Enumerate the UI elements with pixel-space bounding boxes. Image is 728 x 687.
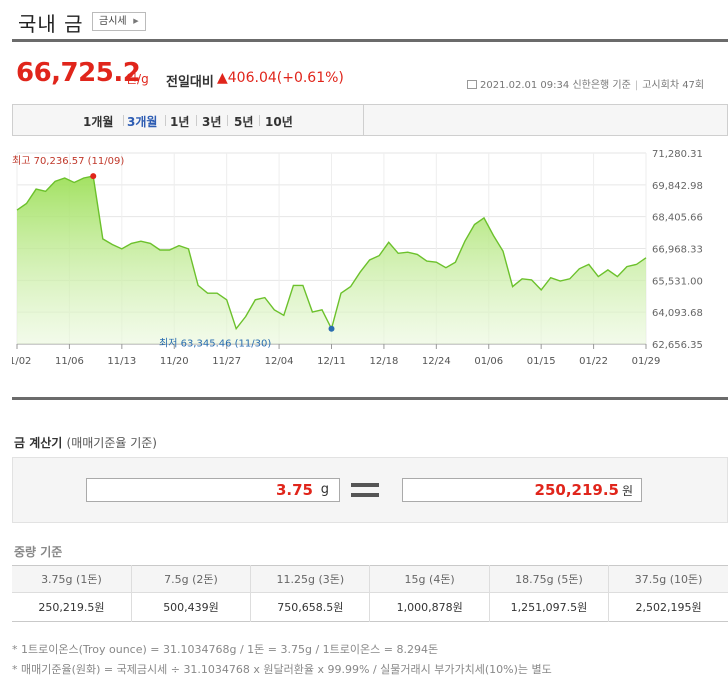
table-header-row: 3.75g (1돈) 7.5g (2돈) 11.25g (3돈) 15g (4돈… — [12, 565, 728, 593]
x-tick-label: 11/13 — [107, 356, 136, 367]
tab-separator — [123, 115, 124, 126]
tab-1year[interactable]: 1년 — [170, 115, 190, 129]
equals-icon — [351, 483, 379, 497]
x-tick-label: 12/24 — [422, 356, 451, 367]
max-label: 최고 70,236.57 (11/09) — [12, 155, 124, 167]
table-cell: 2,502,195원 — [635, 601, 702, 614]
footnote: * 매매기준율(원화) = 국제금시세 ÷ 31.1034768 x 원달러환율… — [12, 663, 552, 676]
table-header-cell: 37.5g (10돈) — [608, 565, 728, 593]
table-header-cell: 7.5g (2돈) — [131, 565, 252, 593]
calculator-box: 3.75 g 250,219.5 원 — [12, 457, 728, 523]
tab-bar-divider — [363, 105, 364, 135]
tab-separator — [259, 115, 260, 126]
weight-table: 3.75g (1돈) 7.5g (2돈) 11.25g (3돈) 15g (4돈… — [12, 565, 728, 622]
tab-separator — [227, 115, 228, 126]
chevron-right-icon: ▶ — [133, 17, 139, 25]
x-tick-label: 12/04 — [265, 356, 294, 367]
page-header: 국내 금 금시세 ▶ — [12, 0, 728, 42]
footnotes: * 1트로이온스(Troy ounce) = 31.1034768g / 1돈 … — [12, 640, 552, 680]
price-output[interactable]: 250,219.5 원 — [402, 478, 642, 502]
price-chart: 71,280.31 69,842.98 68,405.66 66,968.33 65,5… — [12, 142, 728, 382]
x-tick-label: 11/27 — [212, 356, 241, 367]
price-output-value: 250,219.5 — [534, 481, 619, 499]
x-tick-label: 11/06 — [55, 356, 84, 367]
table-cell: 1,251,097.5원 — [489, 592, 610, 622]
price-unit: 원/g — [126, 72, 149, 86]
table-cell: 1,000,878원 — [369, 592, 490, 622]
section-divider — [12, 397, 728, 400]
calculator-title: 금 계산기 (매매기준율 기준) — [14, 434, 157, 451]
table-row: 250,219.5원 500,439원 750,658.5원 1,000,878… — [12, 592, 728, 622]
y-tick-label: 66,968.33 — [652, 245, 703, 256]
meta-separator: | — [634, 80, 639, 91]
x-tick-label: 12/11 — [317, 356, 346, 367]
tab-separator — [196, 115, 197, 126]
tab-separator — [165, 115, 166, 126]
tab-10years[interactable]: 10년 — [265, 115, 293, 129]
min-point — [328, 325, 335, 332]
gold-price-page: 국내 금 금시세 ▶ 66,725.2 원/g 전일대비 ▲406.04(+0.6… — [12, 0, 728, 687]
weight-input-unit: g — [320, 482, 329, 497]
current-price: 66,725.2 — [16, 58, 141, 88]
x-tick-label: 01/15 — [527, 356, 556, 367]
period-tabs: 1개월 3개월 1년 3년 5년 10년 — [12, 104, 728, 136]
calculator-title-text: 금 계산기 — [14, 436, 63, 450]
x-tick-label: 12/18 — [370, 356, 399, 367]
page-title: 국내 금 — [18, 12, 84, 36]
tab-5years[interactable]: 5년 — [234, 115, 254, 129]
calculator-subtitle: (매매기준율 기준) — [66, 436, 157, 450]
min-label: 최저 63,345.46 (11/30) — [159, 338, 271, 350]
y-tick-label: 68,405.66 — [652, 213, 703, 224]
price-output-unit: 원 — [621, 484, 633, 498]
market-price-button-label: 금시세 — [99, 16, 127, 27]
tab-3months[interactable]: 3개월 — [127, 115, 158, 129]
x-tick-label: 01/06 — [474, 356, 503, 367]
x-tick-label: 11/02 — [12, 356, 31, 367]
series-area — [17, 176, 646, 344]
table-header-cell: 3.75g (1돈) — [12, 565, 132, 593]
weight-table-title: 중량 기준 — [14, 545, 63, 559]
x-tick-label: 01/29 — [632, 356, 661, 367]
weight-input-value: 3.75 — [275, 481, 313, 499]
price-source: 신한은행 기준 — [572, 80, 631, 91]
y-tick-label: 71,280.31 — [652, 149, 703, 160]
change-value: ▲406.04(+0.61%) — [217, 70, 344, 86]
weight-input[interactable]: 3.75 g — [86, 478, 340, 502]
price-date: 2021.02.01 09:34 — [480, 80, 570, 91]
x-tick-label: 01/22 — [579, 356, 608, 367]
tab-3years[interactable]: 3년 — [202, 115, 222, 129]
table-cell: 250,219.5원 — [12, 592, 132, 622]
change-label: 전일대비 — [166, 75, 214, 90]
price-meta: 2021.02.01 09:34 신한은행 기준 | 고시회차 47회 — [467, 76, 704, 91]
price-chart-svg: 71,280.31 69,842.98 68,405.66 66,968.33 65,5… — [12, 149, 703, 367]
footnote: * 1트로이온스(Troy ounce) = 31.1034768g / 1돈 … — [12, 643, 439, 656]
x-tick-label: 11/20 — [160, 356, 189, 367]
tab-1month[interactable]: 1개월 — [83, 115, 114, 129]
table-header-cell: 18.75g (5돈) — [489, 565, 610, 593]
y-tick-label: 65,531.00 — [652, 276, 703, 287]
y-tick-label: 62,656.35 — [652, 340, 703, 351]
table-cell: 750,658.5원 — [250, 592, 371, 622]
table-cell: 500,439원 — [131, 592, 252, 622]
y-tick-label: 69,842.98 — [652, 181, 703, 192]
y-tick-label: 64,093.68 — [652, 308, 703, 319]
table-header-cell: 15g (4돈) — [369, 565, 490, 593]
market-price-button[interactable]: 금시세 ▶ — [92, 12, 146, 31]
calendar-icon — [467, 80, 477, 89]
table-header-cell: 11.25g (3돈) — [250, 565, 371, 593]
max-point — [90, 173, 97, 180]
price-round: 고시회차 47회 — [642, 80, 705, 91]
